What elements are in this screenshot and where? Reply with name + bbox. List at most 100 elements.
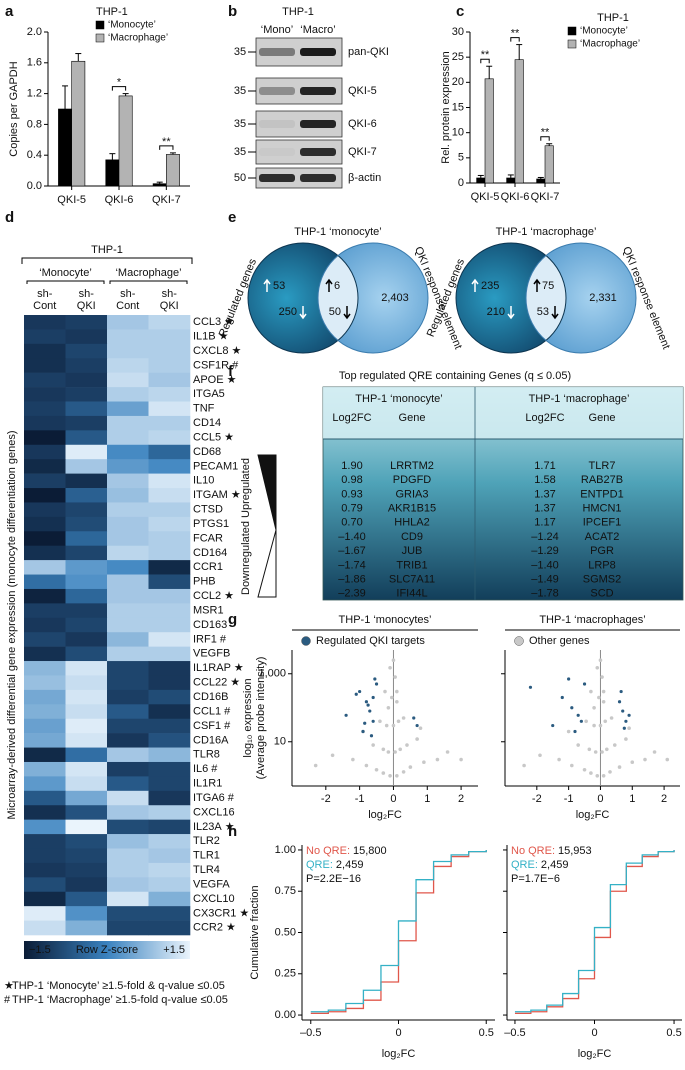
venn-number: 6	[334, 280, 340, 292]
gene-mark: ★	[224, 316, 234, 328]
heatmap-cell	[24, 761, 66, 777]
column-header: Gene	[399, 412, 426, 424]
y-tick-label: 10	[274, 736, 286, 748]
panel-label: a	[5, 3, 14, 20]
x-tick-label: 0	[395, 1027, 401, 1039]
gene-label: IL6	[193, 763, 208, 775]
legend-swatch	[567, 26, 577, 36]
heatmap-cell	[107, 401, 149, 417]
x-tick-label: 0.5	[479, 1027, 494, 1039]
heatmap-cell	[148, 387, 191, 402]
point	[330, 753, 335, 758]
heatmap-cell	[148, 545, 191, 561]
heatmap-cell	[148, 689, 191, 705]
point	[391, 723, 396, 728]
heatmap-cell	[65, 834, 108, 849]
venn-outline	[525, 242, 637, 354]
table-cell: 1.58	[534, 474, 555, 486]
venn-number: 210	[487, 306, 505, 318]
heatmap-cell	[65, 329, 108, 345]
point	[582, 682, 587, 686]
gene-mark: #	[211, 763, 218, 775]
gene-mark: ★	[230, 677, 240, 689]
point	[587, 747, 592, 752]
size-marker: 35	[234, 85, 246, 97]
heatmap-cell	[148, 747, 191, 763]
side-label: Upregulated	[240, 458, 252, 518]
venn-number: 2,403	[381, 292, 409, 304]
venn-number: 2,331	[589, 292, 617, 304]
heatmap-cell	[65, 488, 108, 503]
heatmap-cell	[107, 574, 149, 590]
point	[371, 695, 375, 700]
venn-outline	[317, 242, 429, 354]
heatmap-cell	[148, 603, 191, 619]
heatmap-cell	[65, 387, 108, 402]
down-arrow	[507, 306, 515, 320]
heatmap-cell	[24, 776, 66, 792]
legend-label: ‘Macrophage’	[580, 39, 640, 50]
venn-number: 53	[273, 280, 285, 292]
legend-title: THP-1	[96, 6, 128, 18]
gene-label: TLR8	[193, 749, 220, 761]
colorbar-title: Row Z-score	[76, 944, 138, 956]
gene-label: CX3CR1	[193, 907, 236, 919]
heatmap-cell	[24, 415, 66, 431]
heatmap-cell	[148, 661, 191, 676]
point	[364, 700, 368, 704]
point	[378, 719, 382, 724]
venn-overlap	[526, 243, 566, 353]
heatmap-cell	[65, 632, 108, 647]
x-tick-label: 2	[661, 793, 667, 805]
up-wedge	[257, 454, 277, 531]
table-cell: JUB	[402, 545, 423, 557]
heatmap-cell	[24, 906, 66, 921]
gene-mark: #	[232, 359, 239, 371]
heatmap-cell	[148, 430, 191, 446]
heatmap-cell	[148, 502, 191, 518]
x-tick-label: -2	[321, 793, 331, 805]
heatmap-cell	[107, 848, 149, 864]
heatmap-cell	[148, 531, 191, 546]
y-axis-label: Rel. protein expression	[440, 51, 452, 164]
bar	[105, 159, 120, 187]
x-tick-label: –0.5	[300, 1027, 321, 1039]
down-wedge	[257, 529, 277, 598]
point	[358, 689, 362, 694]
bar	[71, 60, 86, 187]
heatmap-cell	[24, 704, 66, 720]
significance-bracket	[540, 136, 550, 141]
heatmap-cell	[107, 560, 149, 575]
heatmap-cell	[107, 329, 149, 345]
size-marker: 35	[234, 146, 246, 158]
gene-label: ITGA6	[193, 792, 225, 804]
heatmap-cell	[107, 315, 149, 330]
bar	[476, 177, 486, 184]
heatmap-cell	[24, 574, 66, 590]
point	[619, 689, 623, 694]
heatmap-cell	[65, 531, 108, 546]
legend-name: QRE:	[511, 859, 538, 871]
column-header: Log2FC	[332, 412, 371, 424]
bar	[118, 95, 133, 187]
heatmap-cell	[107, 459, 149, 474]
heatmap-cell	[148, 473, 191, 489]
gene-label: CCL2	[193, 590, 221, 602]
x-tick-label: -1	[564, 793, 574, 805]
gene-label: CXCL8	[193, 345, 228, 357]
gene-label: CCL3	[193, 316, 221, 328]
x-tick-label: -1	[355, 793, 365, 805]
gene-label: IRF1	[193, 633, 217, 645]
heatmap-cell	[24, 401, 66, 417]
heatmap-cell	[65, 617, 108, 633]
gene-label: VEGFB	[193, 648, 230, 660]
heatmap-cell	[24, 488, 66, 503]
heatmap-cell	[107, 632, 149, 647]
gene-label: MSR1	[193, 604, 224, 616]
y-tick-label: 20	[452, 76, 464, 88]
heatmap-cell	[107, 444, 149, 460]
column-label: Cont	[33, 300, 56, 312]
heatmap-cell	[65, 848, 108, 864]
table-cell: –1.40	[531, 559, 559, 571]
point	[593, 750, 598, 754]
